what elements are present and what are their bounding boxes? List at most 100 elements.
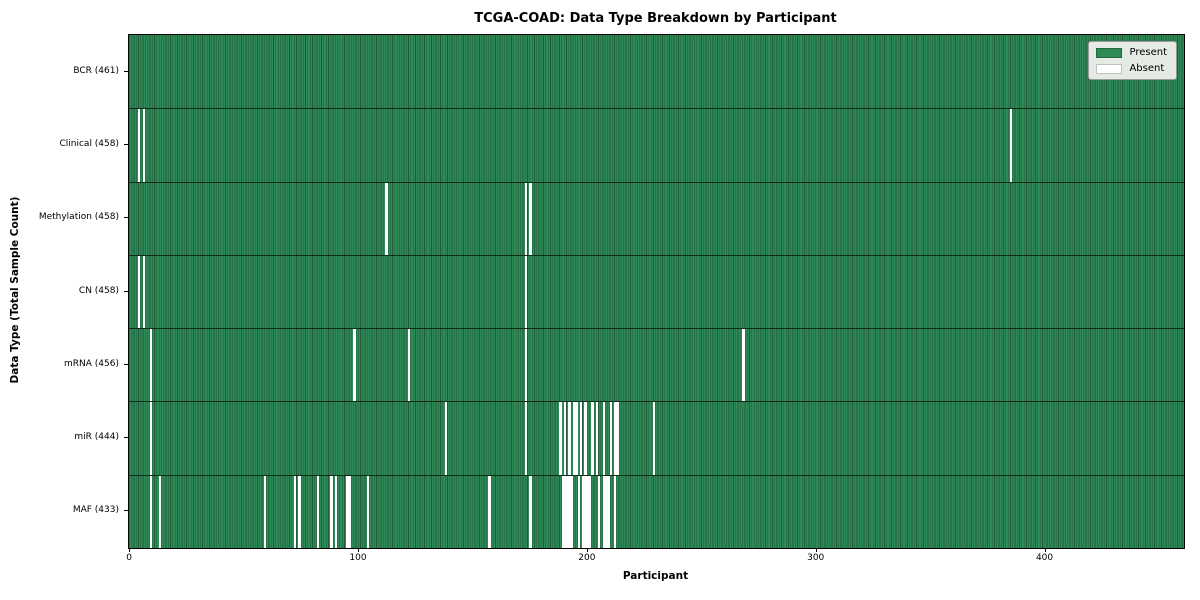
absent-stripe [582,475,585,548]
absent-swatch [1096,63,1123,74]
absent-stripe [142,255,145,329]
y-tick-label-cn: CN (458) [78,285,119,296]
absent-stripe [524,329,528,402]
absent-stripe [149,475,152,548]
legend-label-present: Present [1129,47,1167,58]
absent-stripe [353,329,356,402]
heatmap-row-clinical [129,108,1184,182]
absent-stripe [584,402,587,475]
absent-stripe [568,475,571,548]
heatmap-row-mir [129,401,1184,475]
heatmap-row-cn [129,254,1184,329]
absent-stripe [598,475,601,548]
absent-stripe [524,402,528,475]
absent-stripe [575,402,578,475]
x-tick-mark [586,548,588,552]
x-tick-label-0: 0 [126,553,132,563]
absent-stripe [653,402,656,475]
absent-stripe [607,475,610,548]
absent-stripe [568,402,571,475]
y-tick-mark [124,437,128,439]
absent-stripe [561,475,564,548]
absent-stripe [330,475,333,548]
present-swatch [1096,47,1123,58]
chart-title: TCGA-COAD: Data Type Breakdown by Partic… [474,11,837,26]
absent-stripe [524,255,528,329]
absent-stripe [588,475,592,548]
absent-stripe [149,329,152,402]
absent-stripe [584,475,587,548]
absent-stripe [488,475,491,548]
heatmap-row-methylation [129,181,1184,255]
absent-stripe [367,475,370,548]
y-tick-mark [124,510,128,512]
absent-stripe [316,475,319,548]
absent-stripe [614,402,617,475]
y-tick-label-maf: MAF (433) [72,505,119,516]
absent-stripe [529,182,532,255]
x-tick-mark [815,548,817,552]
absent-stripe [742,329,745,402]
absent-stripe [293,475,297,548]
absent-stripe [586,475,589,548]
absent-stripe [348,475,351,548]
absent-stripe [529,475,532,548]
absent-stripe [602,475,605,548]
y-tick-label-methylation: Methylation (458) [38,212,119,223]
absent-stripe [602,402,605,475]
x-tick-label-200: 200 [578,553,596,563]
legend-item-absent: Absent [1096,63,1167,74]
absent-stripe [579,402,583,475]
y-tick-mark [124,70,128,72]
absent-stripe [524,182,528,255]
absent-stripe [563,402,567,475]
legend-label-absent: Absent [1129,63,1165,74]
absent-stripe [609,402,612,475]
absent-stripe [149,402,152,475]
y-tick-mark [124,217,128,219]
absent-stripe [577,475,580,548]
y-tick-mark [124,143,128,145]
absent-stripe [346,475,349,548]
y-tick-mark [124,363,128,365]
x-tick-mark [357,548,359,552]
y-tick-label-mrna: mRNA (456) [64,358,119,369]
legend-item-present: Present [1096,47,1167,58]
x-tick-mark [129,548,131,552]
absent-stripe [563,475,567,548]
absent-stripe [334,475,338,548]
absent-stripe [1010,109,1013,182]
y-tick-label-clinical: Clinical (458) [59,138,119,149]
y-tick-label-bcr: BCR (461) [73,65,119,76]
absent-stripe [595,402,599,475]
absent-stripe [298,475,301,548]
plot-area: Present Absent [128,34,1185,549]
absent-stripe [616,402,619,475]
heatmap-row-bcr [129,35,1184,109]
x-tick-label-300: 300 [807,553,825,563]
absent-stripe [385,182,388,255]
absent-stripe [444,402,448,475]
absent-stripe [605,475,608,548]
absent-stripe [264,475,267,548]
absent-stripe [408,329,411,402]
x-axis-label: Participant [622,570,689,582]
legend: Present Absent [1088,41,1177,80]
y-tick-label-mir: miR (444) [74,432,119,443]
absent-stripe [138,255,141,329]
absent-stripe [614,475,617,548]
absent-stripe [591,402,594,475]
x-tick-label-400: 400 [1035,553,1054,563]
absent-stripe [572,402,576,475]
absent-stripe [570,475,573,548]
heatmap-row-mrna [129,328,1184,402]
x-tick-mark [1044,548,1046,552]
absent-stripe [566,475,569,548]
absent-stripe [138,109,141,182]
absent-stripe [559,402,562,475]
heatmap-row-maf [129,474,1184,548]
absent-stripe [142,109,145,182]
y-tick-mark [124,290,128,292]
x-tick-label-100: 100 [349,553,367,563]
